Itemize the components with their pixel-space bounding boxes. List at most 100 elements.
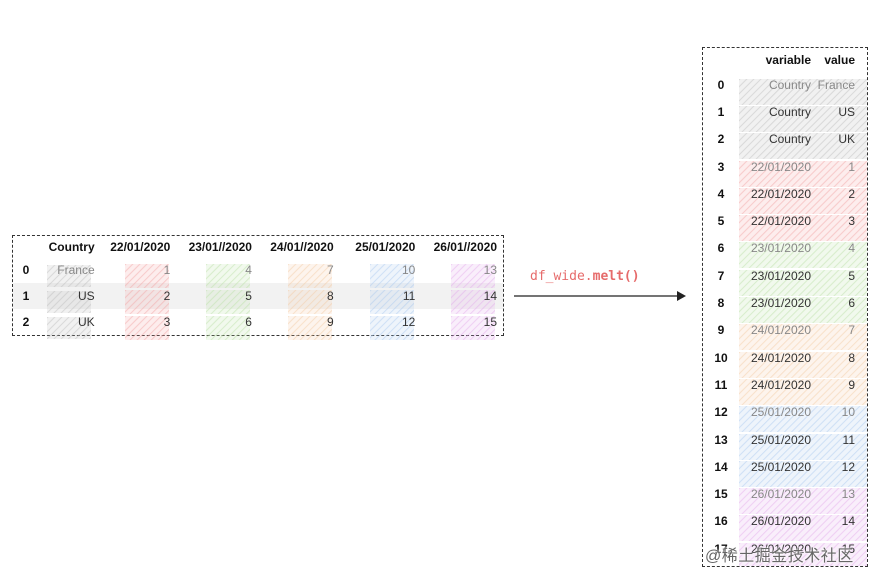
hatch-highlight [739, 215, 867, 242]
value-cell: 1 [95, 263, 177, 288]
hatch-highlight [739, 488, 867, 515]
melt-operation-label: df_wide.melt() [530, 269, 640, 284]
value-cell: 9 [258, 315, 340, 340]
value-cell: 3 [95, 315, 177, 340]
row-index: 6 [717, 241, 725, 256]
hatch-highlight [287, 264, 332, 288]
hatch-highlight [739, 351, 867, 378]
wide-table-row: 0 France 1 4 7 10 13 [13, 257, 503, 288]
variable-cell: 25/01/2020 [739, 433, 867, 460]
value-cell: 8 [258, 289, 340, 314]
long-table-row: 11 24/01/2020 9 [703, 371, 867, 405]
wide-header-date: 23/01//2020 [188, 239, 252, 254]
row-index: 11 [714, 377, 728, 392]
hatch-highlight [46, 291, 91, 313]
value-cell: 12 [340, 315, 422, 340]
variable-cell: 24/01/2020 [739, 323, 867, 351]
value-cell: 11 [842, 432, 855, 447]
long-table-row: 12 25/01/2020 10 [703, 399, 867, 433]
value-cell: 7 [848, 323, 855, 338]
value-cell: US [838, 104, 855, 119]
variable-cell: 22/01/2020 [739, 187, 867, 214]
value-cell: 10 [340, 263, 422, 288]
wide-header-date: 26/01//2020 [433, 239, 497, 254]
hatch-highlight [739, 542, 867, 566]
variable-cell: 23/01/2020 [739, 269, 867, 296]
variable-cell: Country [739, 105, 867, 132]
long-table-row: 2 Country UK [703, 126, 867, 160]
row-index: 1 [22, 289, 30, 303]
hatch-highlight [739, 78, 867, 105]
watermark: @稀土掘金技术社区 [705, 548, 854, 565]
row-index: 2 [22, 315, 30, 329]
hatch-highlight [739, 133, 867, 160]
value-cell: 6 [176, 315, 258, 340]
variable-cell: Country [739, 132, 867, 160]
hatch-highlight [739, 187, 867, 214]
row-index: 13 [714, 432, 728, 447]
row-index: 1 [717, 104, 725, 119]
arrow-right-icon [514, 291, 686, 301]
value-cell: 15 [421, 315, 503, 340]
row-index: 9 [717, 323, 725, 338]
row-index: 12 [714, 405, 728, 420]
variable-cell: 24/01/2020 [739, 351, 867, 378]
value-cell: France [817, 77, 855, 92]
value-cell: 5 [848, 268, 855, 283]
hatch-highlight [206, 290, 251, 314]
value-cell: 15 [841, 541, 855, 556]
value-cell: 8 [848, 350, 855, 365]
row-index: 0 [717, 77, 725, 92]
value-cell: UK [838, 132, 855, 147]
variable-cell: 22/01/2020 [739, 160, 867, 187]
long-table-row: 4 22/01/2020 2 [703, 180, 867, 214]
value-cell: 4 [848, 241, 855, 256]
variable-cell: 25/01/2020 [739, 405, 867, 433]
row-index: 7 [717, 268, 725, 283]
variable-cell: Country [739, 78, 867, 105]
hatch-highlight [287, 316, 332, 340]
value-cell: 10 [841, 405, 855, 420]
variable-cell: 26/01/2020 [739, 487, 867, 515]
long-table-row: 8 23/01/2020 6 [703, 289, 867, 324]
long-table-row: 6 23/01/2020 4 [703, 235, 867, 269]
row-index: 4 [717, 186, 725, 201]
long-table-row: 17 26/01/2020 15 [703, 535, 867, 566]
long-table-row: 5 22/01/2020 3 [703, 207, 867, 242]
row-index: 14 [714, 459, 728, 474]
hatch-highlight [739, 378, 867, 405]
long-table-row: 15 26/01/2020 13 [703, 480, 867, 515]
hatch-highlight [739, 160, 867, 187]
hatch-highlight [739, 297, 867, 324]
row-index: 10 [714, 350, 728, 365]
value-cell: 14 [841, 514, 855, 529]
value-cell: 1 [848, 159, 855, 174]
long-table-row: 13 25/01/2020 11 [703, 426, 867, 460]
hatch-highlight [124, 316, 169, 340]
variable-cell: 24/01/2020 [739, 378, 867, 405]
wide-header-date: 24/01//2020 [270, 239, 334, 254]
long-table-row: 16 26/01/2020 14 [703, 508, 867, 542]
wide-header-date: 25/01/2020 [355, 239, 416, 254]
hatch-highlight [124, 264, 169, 288]
variable-cell: 22/01/2020 [739, 214, 867, 242]
hatch-highlight [369, 290, 414, 314]
hatch-highlight [206, 264, 251, 288]
row-index: 2 [717, 132, 725, 147]
wide-header-row: Country 22/01/2020 23/01//2020 24/01//20… [13, 236, 503, 257]
value-cell: 14 [421, 289, 503, 314]
value-cell: 5 [176, 289, 258, 314]
value-cell: 3 [848, 214, 855, 229]
row-index: 5 [717, 214, 725, 229]
hatch-highlight [369, 264, 414, 288]
variable-cell: 25/01/2020 [739, 460, 867, 487]
value-cell: 13 [421, 263, 503, 288]
hatch-highlight [451, 290, 496, 314]
wide-dataframe: Country 22/01/2020 23/01//2020 24/01//20… [12, 235, 504, 340]
hatch-highlight [739, 105, 867, 132]
row-index: 15 [714, 487, 728, 502]
value-cell: 2 [95, 289, 177, 314]
row-index: 0 [22, 263, 30, 277]
country-cell: France [39, 263, 95, 287]
value-cell: 6 [848, 296, 855, 311]
